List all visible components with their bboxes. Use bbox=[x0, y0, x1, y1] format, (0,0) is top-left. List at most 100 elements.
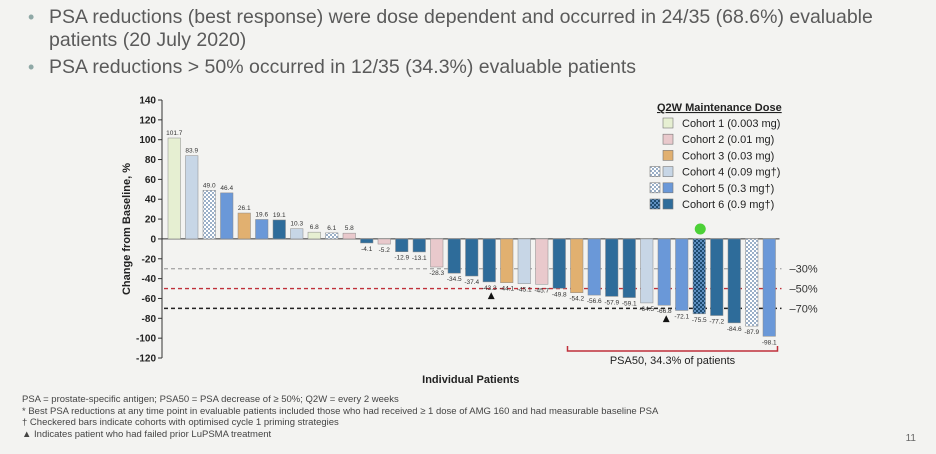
bar-value-label: -12.9 bbox=[394, 255, 409, 262]
bar bbox=[535, 238, 549, 285]
y-tick-label: -20 bbox=[142, 254, 157, 265]
legend-label: Cohort 3 (0.03 mg) bbox=[682, 150, 774, 162]
bar-value-label: -49.8 bbox=[552, 291, 567, 298]
footnote-1: PSA = prostate-specific antigen; PSA50 =… bbox=[22, 394, 399, 405]
bar bbox=[307, 231, 321, 240]
bar bbox=[325, 232, 339, 240]
legend-label: Cohort 5 (0.3 mg†) bbox=[682, 183, 774, 195]
y-tick-label: -60 bbox=[142, 294, 157, 305]
bar bbox=[605, 238, 619, 297]
y-tick-label: 40 bbox=[145, 195, 157, 206]
lupsma-marker: ▲ bbox=[663, 314, 670, 324]
bullet-2: • PSA reductions > 50% occurred in 12/35 … bbox=[22, 56, 922, 79]
bar bbox=[570, 238, 584, 293]
bar bbox=[220, 192, 234, 240]
bar-value-label: 6.8 bbox=[310, 224, 319, 231]
bar-value-label: 83.9 bbox=[185, 148, 198, 155]
bar bbox=[237, 212, 251, 240]
bar-value-label: -72.1 bbox=[674, 313, 689, 320]
legend-swatch-checkered bbox=[649, 166, 661, 177]
bar-value-label: -43.3 bbox=[482, 285, 497, 292]
bullet-dot: • bbox=[28, 57, 35, 77]
legend-label: Cohort 6 (0.9 mg†) bbox=[682, 199, 774, 211]
bar-value-label: 10.3 bbox=[290, 221, 303, 228]
bar bbox=[500, 238, 514, 283]
bar bbox=[622, 238, 636, 298]
bar bbox=[412, 238, 426, 253]
bar-value-label: 49.0 bbox=[203, 182, 216, 189]
legend-label: Cohort 4 (0.09 mg†) bbox=[682, 167, 780, 179]
legend-swatch-checkered bbox=[649, 198, 661, 210]
bar-value-label: -59.1 bbox=[622, 301, 637, 308]
legend-label: Cohort 2 (0.01 mg) bbox=[682, 134, 774, 146]
x-axis-title: Individual Patients bbox=[422, 374, 519, 386]
bar-value-label: -98.1 bbox=[762, 339, 777, 346]
legend-label: Cohort 1 (0.003 mg) bbox=[682, 118, 780, 130]
bar-value-label: -5.2 bbox=[379, 247, 391, 254]
reference-line-label: –70% bbox=[790, 303, 818, 315]
bar-value-label: -44.1 bbox=[499, 286, 514, 293]
legend-swatch bbox=[662, 150, 674, 161]
bar bbox=[360, 238, 374, 244]
bar-value-label: 6.1 bbox=[327, 225, 336, 232]
bullet-2-text: PSA reductions > 50% occurred in 12/35 (… bbox=[49, 56, 636, 78]
bar bbox=[587, 238, 601, 296]
chart-legend: Q2W Maintenance Dose Cohort 1 (0.003 mg) C… bbox=[649, 102, 782, 211]
bar bbox=[167, 137, 181, 240]
psa50-bracket bbox=[566, 346, 779, 352]
y-tick-label: -100 bbox=[136, 334, 156, 345]
legend-swatch bbox=[662, 166, 674, 177]
bar-value-label: -64.5 bbox=[639, 306, 654, 313]
bar-value-label: -54.2 bbox=[569, 296, 584, 303]
bullet-list: • PSA reductions (best response) were dos… bbox=[22, 6, 922, 83]
bar bbox=[640, 238, 654, 304]
bar bbox=[255, 219, 269, 240]
bar bbox=[430, 238, 444, 268]
footnote-2: * Best PSA reductions at any time point … bbox=[22, 405, 659, 417]
bar-value-label: -57.9 bbox=[604, 299, 619, 306]
bar-value-label: -34.5 bbox=[447, 276, 462, 283]
y-axis-title: Change from Baseline, % bbox=[121, 163, 133, 295]
bar-value-label: 46.4 bbox=[220, 185, 233, 192]
reference-line-label: –50% bbox=[790, 284, 818, 296]
bars-group: 101.7 83.9 49.0 46.4 26.1 19.6 19.1 10.3 6.8 6.1 5… bbox=[166, 130, 777, 346]
chart-axes: 140 120 100 80 60 40 20 0 -20 -40 -60 -80 -100 -120 Ch… bbox=[121, 96, 780, 386]
footnote-3: † Checkered bars indicate cohorts with o… bbox=[22, 417, 339, 428]
bar bbox=[465, 238, 479, 277]
bar-value-label: 101.7 bbox=[166, 130, 183, 137]
legend-swatch-checkered bbox=[649, 182, 661, 194]
bar-value-label: -56.6 bbox=[587, 298, 602, 305]
page-number: 11 bbox=[905, 433, 916, 444]
bar-value-label: -13.1 bbox=[412, 255, 427, 262]
reference-line-label: –30% bbox=[790, 264, 818, 276]
bar-value-label: -66.8 bbox=[657, 308, 672, 315]
y-tick-label: 80 bbox=[145, 155, 157, 166]
bar bbox=[517, 238, 531, 284]
bar bbox=[745, 238, 759, 327]
bar-value-label: -77.2 bbox=[709, 319, 724, 326]
bar bbox=[552, 238, 566, 289]
y-tick-label: -120 bbox=[136, 354, 156, 365]
y-tick-label: -80 bbox=[142, 314, 157, 325]
bar-value-label: -37.4 bbox=[464, 279, 479, 286]
bar bbox=[657, 238, 671, 306]
bar-value-label: -75.5 bbox=[692, 317, 707, 324]
bar bbox=[342, 232, 356, 240]
highlight-dot bbox=[694, 223, 706, 235]
bar-value-label: -87.9 bbox=[744, 329, 759, 336]
y-tick-label: 140 bbox=[139, 96, 156, 107]
bar bbox=[675, 238, 689, 311]
y-tick-label: 0 bbox=[150, 234, 156, 245]
bar-value-label: -4.1 bbox=[361, 246, 373, 253]
bar-value-label: -84.6 bbox=[727, 326, 742, 333]
y-tick-label: 120 bbox=[139, 115, 156, 126]
bar-value-label: -45.1 bbox=[517, 287, 532, 294]
bar-value-label: 5.8 bbox=[345, 225, 354, 232]
bar bbox=[447, 238, 461, 274]
legend-swatch bbox=[662, 117, 674, 129]
bar bbox=[727, 238, 741, 324]
bullet-dot: • bbox=[28, 7, 35, 27]
bullet-1: • PSA reductions (best response) were dos… bbox=[22, 6, 922, 52]
bar bbox=[290, 228, 304, 240]
